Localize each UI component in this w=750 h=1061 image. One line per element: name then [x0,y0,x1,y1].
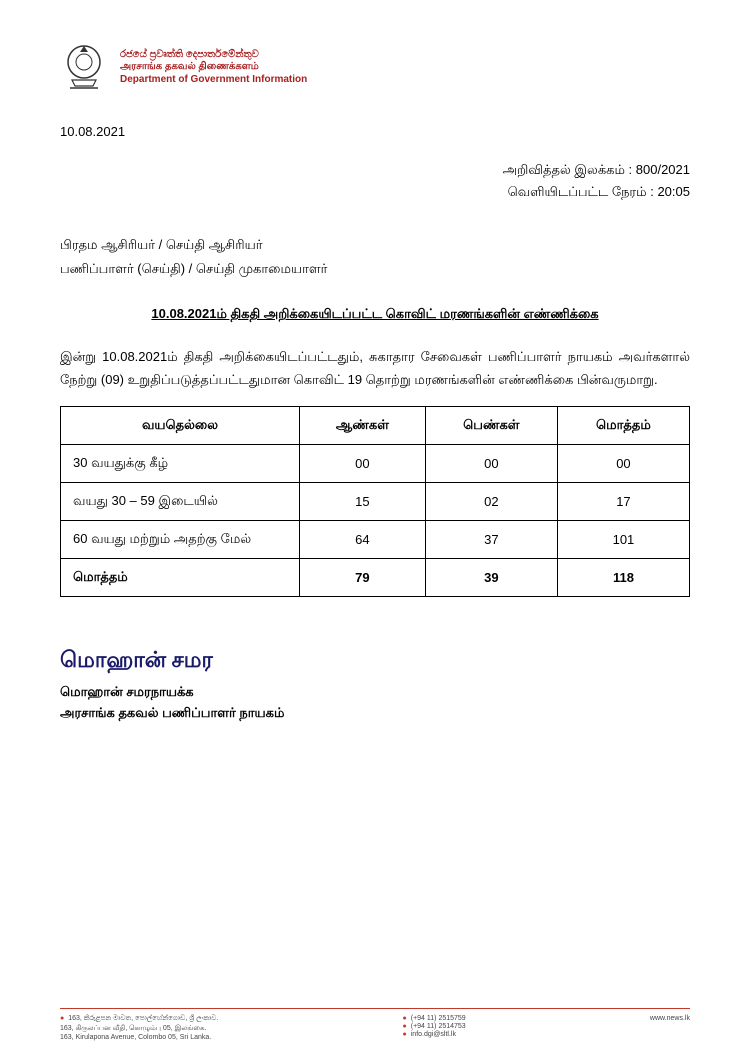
recipient-line-1: பிரதம ஆசிரியர் / செய்தி ஆசிரியர் [60,233,690,256]
cell-female: 02 [425,482,557,520]
email-line: ●info.dgi@sltl.lk [403,1031,466,1038]
letterhead: රජයේ ප්‍රවෘත්ති දෙපාර්තමේන්තුව அரசாங்க த… [60,40,690,94]
cell-female: 37 [425,520,557,558]
col-age: வயதெல்லை [61,406,300,444]
signature-block: மொஹான் சமர மொஹான் சமரநாயக்க அரசாங்க தகவல… [60,647,690,724]
table-row: 60 வயது மற்றும் அதற்கு மேல் 64 37 101 [61,520,690,558]
total-female: 39 [425,558,557,596]
time-label: வெளியிடப்பட்ட நேரம் : [508,184,654,199]
row-label: வயது 30 – 59 இடையில் [61,482,300,520]
table-total-row: மொத்தம் 79 39 118 [61,558,690,596]
release-time-line: வெளியிடப்பட்ட நேரம் : 20:05 [60,181,690,203]
table-row: வயது 30 – 59 இடையில் 15 02 17 [61,482,690,520]
addr-line: 163, கிருலப்பன வீதி, கொழும்பு 05, இலங்கை… [60,1024,218,1033]
tel-line: ●(+94 11) 2514753 [403,1023,466,1030]
release-time: 20:05 [657,184,690,199]
total-male: 79 [300,558,426,596]
letterhead-text: රජයේ ප්‍රවෘත්ති දෙපාර්තමේන්තුව அரசாங்க த… [120,49,307,85]
signature-scribble: மொஹான் சமர [60,647,690,676]
total-all: 118 [557,558,689,596]
page-footer: ●163, කිරුළපන මාවත, පොල්හේන්ගොඩ, ශ්‍රී ල… [60,1008,690,1041]
document-title: 10.08.2021ம் திகதி அறிக்கையிடப்பட்ட கொவி… [60,306,690,323]
cell-male: 00 [300,444,426,482]
row-label: 60 வயது மற்றும் அதற்கு மேல் [61,520,300,558]
notice-label: அறிவித்தல் இலக்கம் : [503,162,633,177]
footer-address: ●163, කිරුළපන මාවත, පොල්හේන්ගොඩ, ශ්‍රී ල… [60,1015,218,1041]
recipients-block: பிரதம ஆசிரியர் / செய்தி ஆசிரியர் பணிப்பா… [60,233,690,280]
dept-name-english: Department of Government Information [120,74,307,85]
cell-male: 64 [300,520,426,558]
document-page: රජයේ ප්‍රවෘත්ති දෙපාර්තමේන්තුව அரசாங்க த… [0,0,750,1061]
row-label: 30 வயதுக்கு கீழ் [61,444,300,482]
signatory-name: மொஹான் சமரநாயக்க [60,682,690,703]
addr-line: 163, Kirulapona Avenue, Colombo 05, Sri … [60,1034,218,1041]
dept-name-tamil: அரசாங்க தகவல் திணைக்களம் [120,61,307,73]
footer-contact: ●(+94 11) 2515759 ●(+94 11) 2514753 ●inf… [403,1015,466,1041]
notice-number-line: அறிவித்தல் இலக்கம் : 800/2021 [60,159,690,181]
reference-block: அறிவித்தல் இலக்கம் : 800/2021 வெளியிடப்ப… [60,159,690,203]
total-label: மொத்தம் [61,558,300,596]
notice-number: 800/2021 [636,162,690,177]
col-total: மொத்தம் [557,406,689,444]
addr-line: ●163, කිරුළපන මාවත, පොල්හේන්ගොඩ, ශ්‍රී ල… [60,1015,218,1023]
body-paragraph: இன்று 10.08.2021ம் திகதி அறிக்கையிடப்பட்… [60,345,690,392]
table-header-row: வயதெல்லை ஆண்கள் பெண்கள் மொத்தம் [61,406,690,444]
emblem-icon [60,40,108,94]
cell-total: 101 [557,520,689,558]
tel-line: ●(+94 11) 2515759 [403,1015,466,1022]
document-date: 10.08.2021 [60,124,690,139]
cell-total: 00 [557,444,689,482]
cell-total: 17 [557,482,689,520]
dept-name-sinhala: රජයේ ප්‍රවෘත්ති දෙපාර්තමේන්තුව [120,49,307,60]
web-line: www.news.lk [650,1015,690,1022]
footer-web: www.news.lk [650,1015,690,1041]
table-row: 30 வயதுக்கு கீழ் 00 00 00 [61,444,690,482]
deaths-table: வயதெல்லை ஆண்கள் பெண்கள் மொத்தம் 30 வயதுக… [60,406,690,597]
col-female: பெண்கள் [425,406,557,444]
col-male: ஆண்கள் [300,406,426,444]
signatory-title: அரசாங்க தகவல் பணிப்பாளர் நாயகம் [60,703,690,724]
cell-male: 15 [300,482,426,520]
recipient-line-2: பணிப்பாளர் (செய்தி) / செய்தி முகாமையாளர் [60,257,690,280]
cell-female: 00 [425,444,557,482]
